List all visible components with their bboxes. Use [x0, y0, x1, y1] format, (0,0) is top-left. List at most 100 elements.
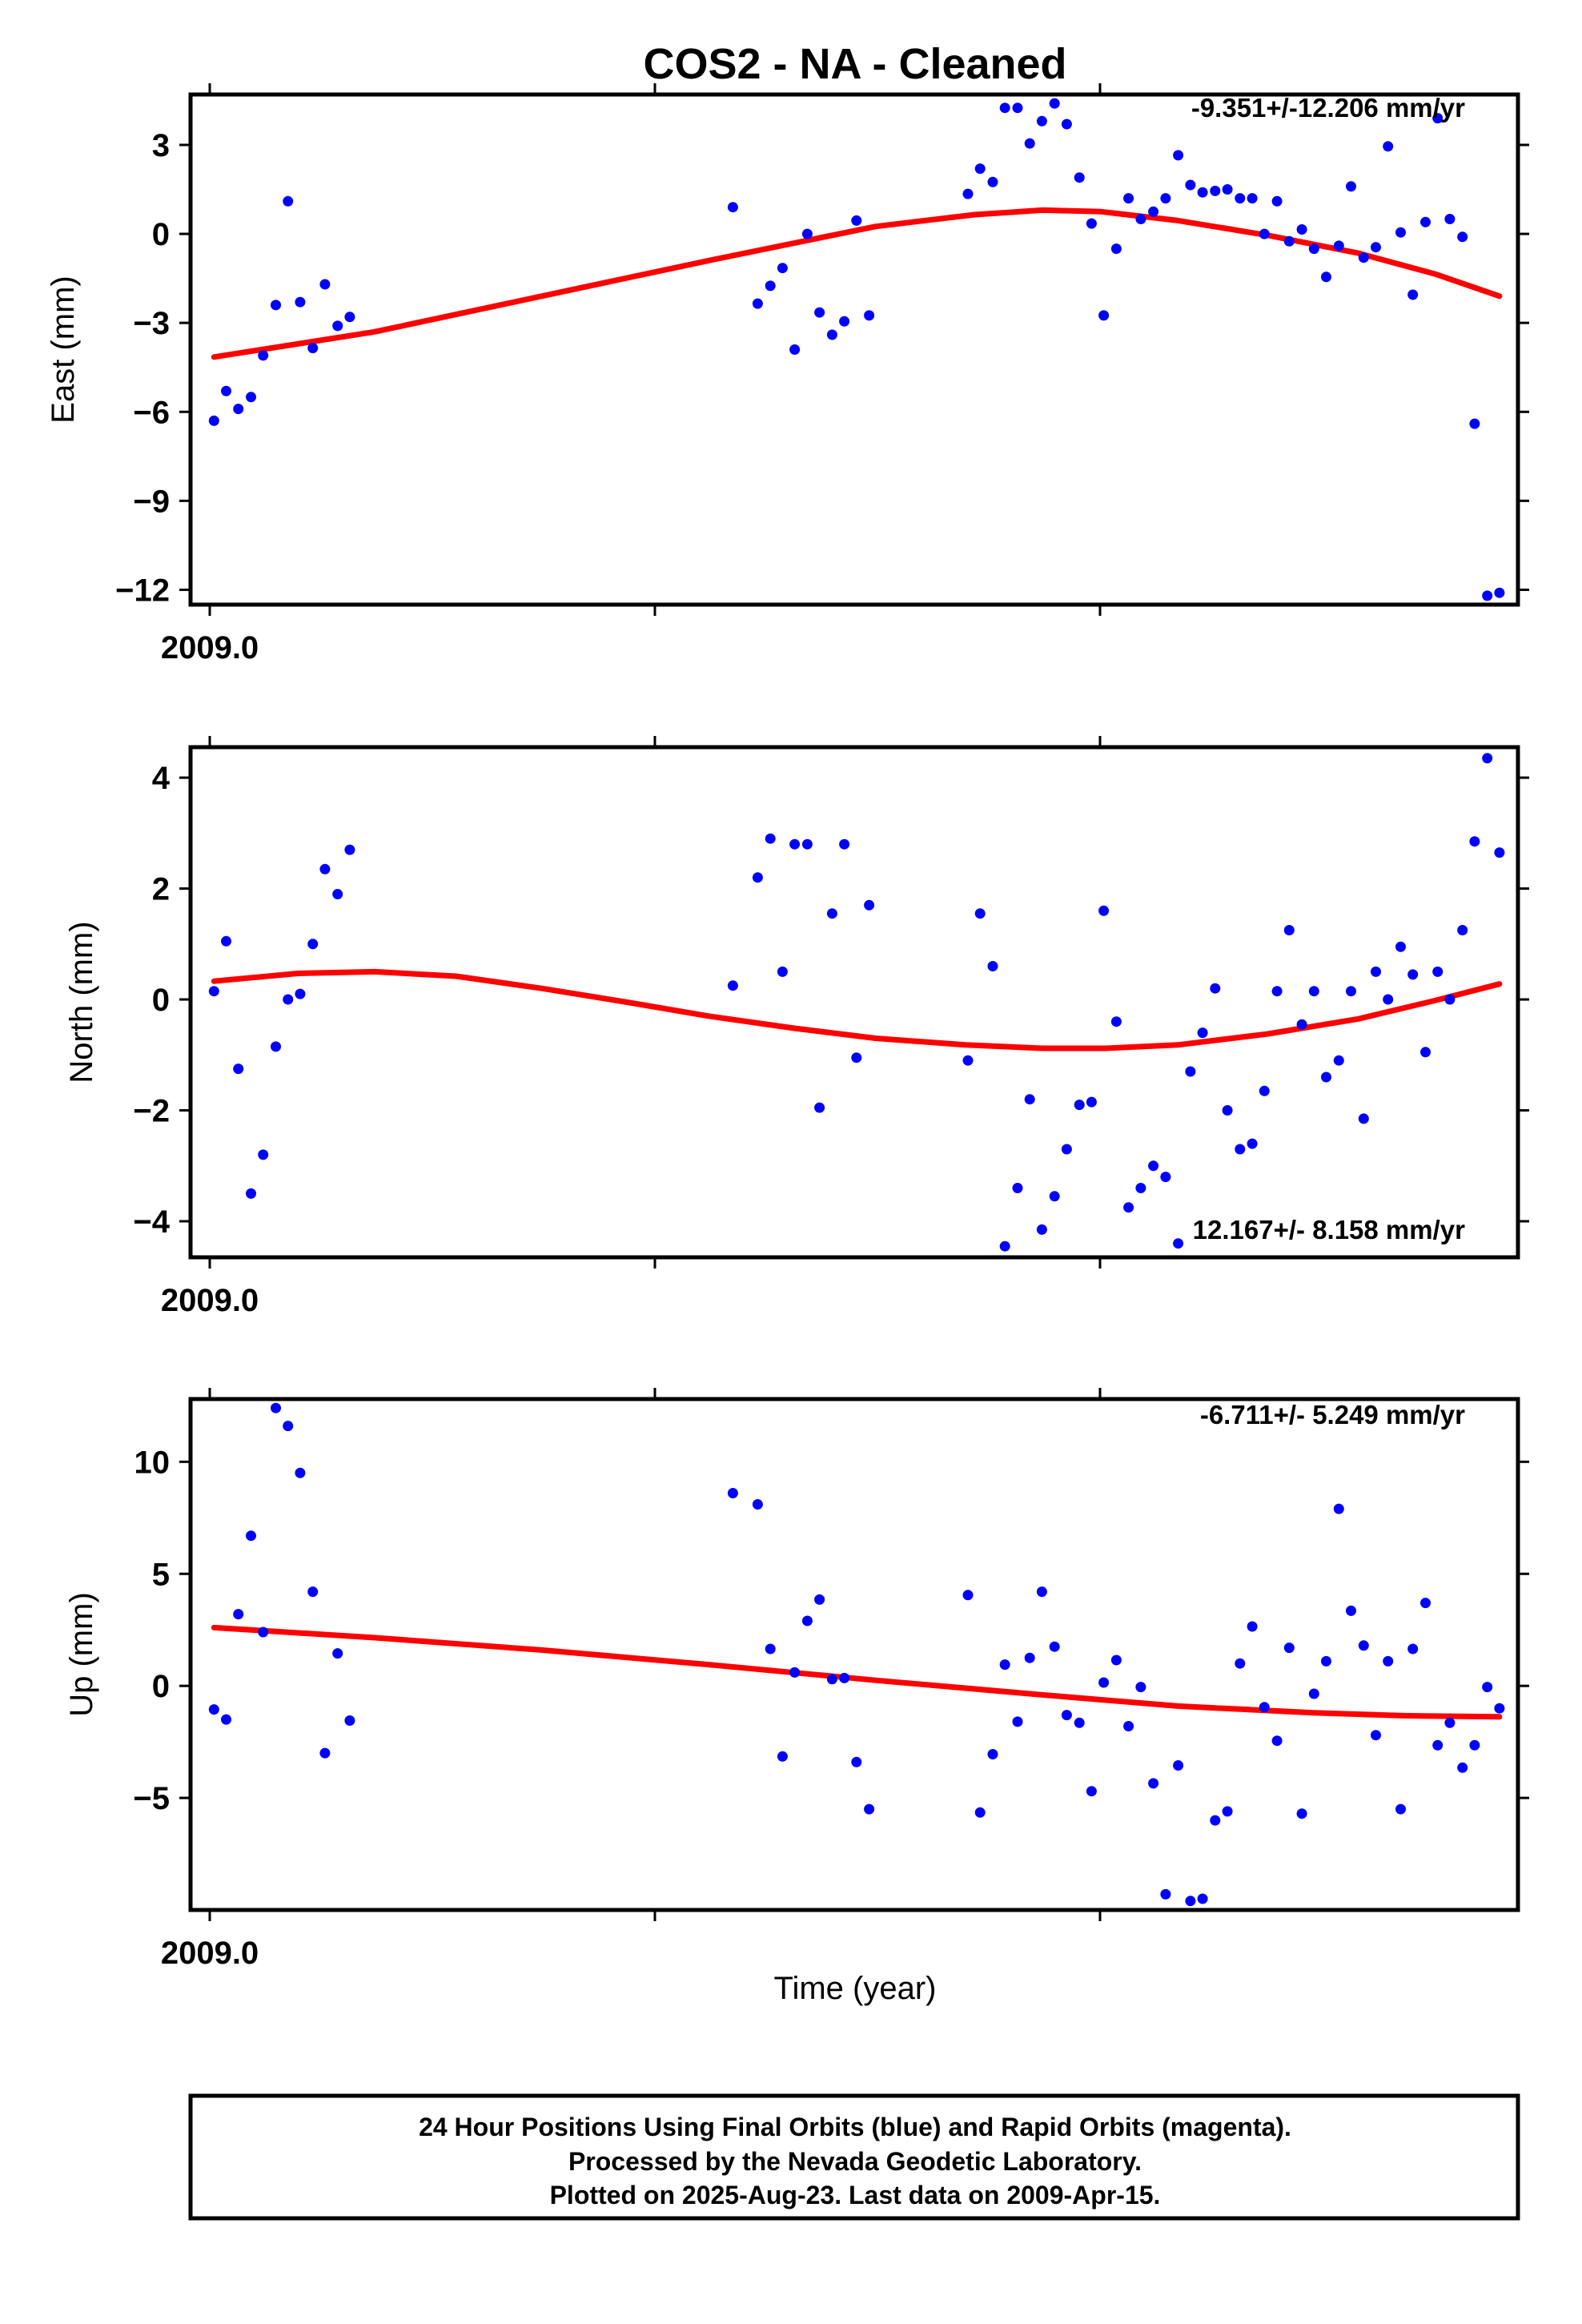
- data-point: [1283, 925, 1295, 935]
- east-panel: 2009.0 3 0 −3 −6 −9 −12 East (mm) -9.351+/-12.20…: [46, 83, 1529, 665]
- data-point: [1333, 240, 1344, 251]
- data-point: [1160, 1172, 1171, 1183]
- data-point: [1271, 195, 1283, 207]
- footer-line-3: Plotted on 2025-Aug-23. Last data on 200…: [550, 2181, 1161, 2209]
- y-tick-label: 5: [152, 1557, 170, 1592]
- data-point: [1296, 224, 1307, 235]
- data-point: [1457, 231, 1468, 243]
- data-point: [987, 176, 998, 187]
- data-point: [1371, 242, 1381, 253]
- footer-line-2: Processed by the Nevada Geodetic Laborat…: [568, 2147, 1142, 2176]
- y-tick-label: −2: [133, 1094, 170, 1129]
- data-point: [1123, 193, 1134, 204]
- data-point: [1494, 847, 1505, 858]
- data-point: [1235, 1658, 1246, 1669]
- data-point: [1346, 986, 1356, 997]
- footer-box: 24 Hour Positions Using Final Orbits (bl…: [188, 2093, 1520, 2221]
- data-point: [826, 908, 837, 919]
- data-point: [1074, 1100, 1085, 1111]
- data-point: [974, 908, 986, 919]
- fit-line: [211, 968, 1503, 1051]
- data-point: [1407, 289, 1419, 300]
- data-point: [765, 833, 776, 844]
- data-point: [1346, 181, 1356, 192]
- data-point: [1271, 1735, 1283, 1747]
- data-point: [1444, 214, 1456, 224]
- data-point: [1222, 1105, 1233, 1116]
- data-point: [1308, 1688, 1319, 1699]
- data-point: [801, 838, 813, 850]
- data-point: [1110, 1655, 1122, 1666]
- data-point: [999, 1240, 1010, 1252]
- fit-line: [211, 207, 1503, 360]
- x-tick-label: 2009.0: [161, 630, 259, 665]
- data-point: [1049, 1641, 1060, 1652]
- y-tick-label: −9: [133, 484, 170, 519]
- y-tick-label: 0: [152, 217, 170, 252]
- data-point: [295, 296, 306, 308]
- data-point: [1383, 994, 1394, 1005]
- data-point: [1457, 1762, 1468, 1773]
- data-point: [727, 980, 738, 991]
- data-point: [826, 329, 837, 340]
- data-point: [208, 415, 219, 426]
- data-point: [1210, 1815, 1221, 1826]
- data-point: [1036, 1586, 1047, 1598]
- data-point: [801, 228, 813, 239]
- data-point: [1395, 1803, 1406, 1815]
- data-point: [1074, 172, 1085, 183]
- data-point: [1308, 243, 1319, 255]
- data-point: [258, 1149, 269, 1160]
- data-point: [1371, 1730, 1381, 1741]
- data-point: [1110, 243, 1122, 255]
- data-point: [814, 307, 825, 318]
- data-point: [307, 343, 319, 354]
- data-point: [851, 215, 862, 226]
- data-point: [1185, 1896, 1196, 1907]
- data-point: [1036, 1224, 1047, 1235]
- data-point: [974, 163, 986, 175]
- data-point: [295, 988, 306, 999]
- data-point: [1407, 969, 1419, 980]
- footer-frame: [188, 2093, 1520, 2221]
- data-point: [1148, 206, 1159, 217]
- data-point: [1259, 1702, 1270, 1713]
- y-tick-label: 2: [152, 872, 170, 907]
- data-point: [1444, 994, 1456, 1005]
- data-point: [319, 863, 331, 875]
- rate-annotation: 12.167+/- 8.158 mm/yr: [1193, 1215, 1465, 1244]
- data-point: [344, 1715, 355, 1726]
- x-axis-label: Time (year): [774, 1971, 937, 2006]
- data-point: [1086, 218, 1097, 229]
- data-point: [258, 1626, 269, 1638]
- data-point: [283, 994, 294, 1005]
- data-point: [1420, 216, 1431, 227]
- data-point: [1061, 119, 1072, 130]
- data-point: [999, 1659, 1010, 1671]
- data-point: [1321, 271, 1331, 283]
- data-point: [1185, 1066, 1196, 1077]
- data-point: [1086, 1786, 1097, 1797]
- data-point: [987, 1749, 998, 1759]
- data-point: [233, 1063, 244, 1075]
- data-point: [1123, 1721, 1134, 1731]
- data-point: [801, 1615, 813, 1626]
- data-point: [1283, 235, 1295, 247]
- data-point: [1358, 252, 1369, 263]
- x-tick-label: 2009.0: [161, 1936, 259, 1971]
- data-point: [789, 1667, 801, 1678]
- y-axis-label: North (mm): [64, 921, 99, 1083]
- plot-frame: [188, 745, 1520, 1260]
- data-point: [1308, 986, 1319, 997]
- data-point: [962, 188, 974, 199]
- data-point: [1321, 1655, 1331, 1667]
- data-point: [1185, 179, 1196, 191]
- data-point: [1135, 214, 1146, 224]
- data-point: [864, 310, 875, 321]
- data-point: [1407, 1643, 1419, 1655]
- data-point: [271, 300, 281, 311]
- data-point: [1024, 138, 1035, 149]
- y-tick-label: −6: [133, 395, 170, 430]
- data-point: [1494, 1703, 1505, 1714]
- data-point: [344, 844, 355, 855]
